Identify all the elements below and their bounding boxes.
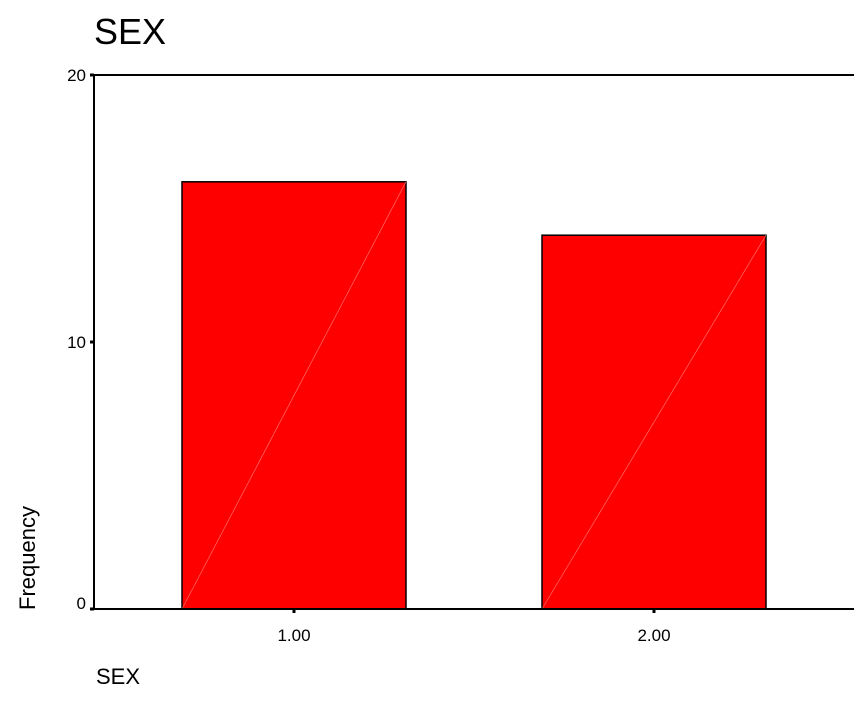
bar-diagonal [181,181,407,610]
y-tick-label: 20 [67,66,86,85]
y-tick-label: 0 [77,594,86,613]
y-axis-label: Frequency [15,506,40,610]
y-tick-label: 10 [67,333,86,352]
x-axis-ticks: 1.00 2.00 [277,609,671,645]
chart-title: SEX [94,11,167,52]
x-tick-label: 1.00 [277,626,310,645]
x-axis-label: SEX [96,664,141,689]
bar-diagonal [541,235,767,610]
x-tick-label: 2.00 [637,626,670,645]
bars-group [181,181,767,610]
y-axis-ticks: 0 10 20 [67,66,94,613]
